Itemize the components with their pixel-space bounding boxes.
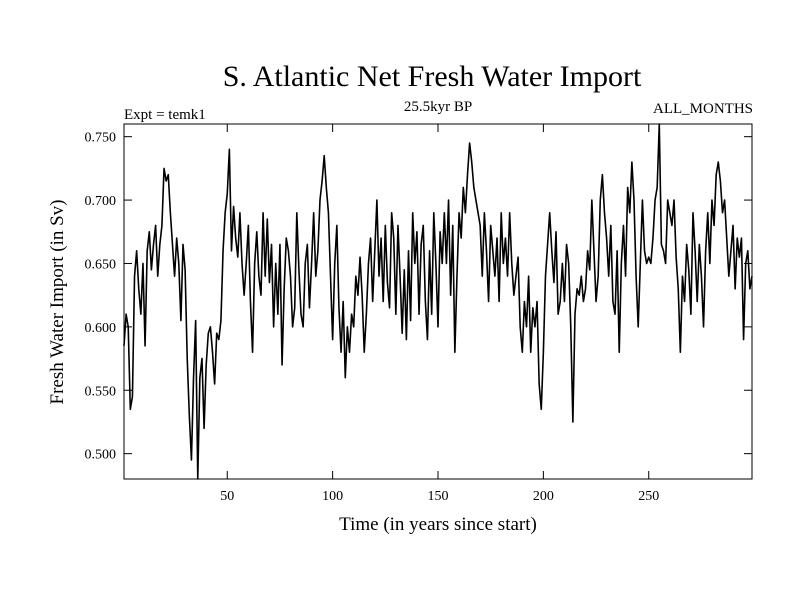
series-lines bbox=[123, 123, 753, 480]
y-tick-label: 0.750 bbox=[85, 131, 117, 146]
chart-title: S. Atlantic Net Fresh Water Import bbox=[223, 60, 642, 93]
y-tick-label: 0.700 bbox=[85, 194, 117, 209]
y-tick-label: 0.550 bbox=[85, 384, 117, 399]
x-tick-label: 250 bbox=[638, 489, 659, 504]
chart-subtitle: 25.5kyr BP bbox=[404, 99, 472, 115]
x-tick-label: 50 bbox=[220, 489, 234, 504]
y-tick-label: 0.650 bbox=[85, 257, 117, 272]
x-tick-label: 150 bbox=[428, 489, 449, 504]
x-axis-label: Time (in years since start) bbox=[339, 514, 537, 535]
y-axis: 0.500 0.550 0.600 0.650 0.700 0.750 bbox=[85, 131, 752, 463]
y-tick-label: 0.600 bbox=[85, 321, 117, 336]
y-axis-label: Fresh Water Import (in Sv) bbox=[47, 200, 68, 405]
y-tick-label: 0.500 bbox=[85, 448, 117, 463]
months-label: ALL_MONTHS bbox=[653, 101, 753, 117]
x-tick-label: 200 bbox=[533, 489, 554, 504]
x-axis: 50 100 150 200 250 bbox=[220, 124, 659, 504]
series-line-0 bbox=[123, 123, 753, 480]
x-tick-label: 100 bbox=[322, 489, 343, 504]
experiment-label: Expt = temk1 bbox=[124, 107, 206, 123]
